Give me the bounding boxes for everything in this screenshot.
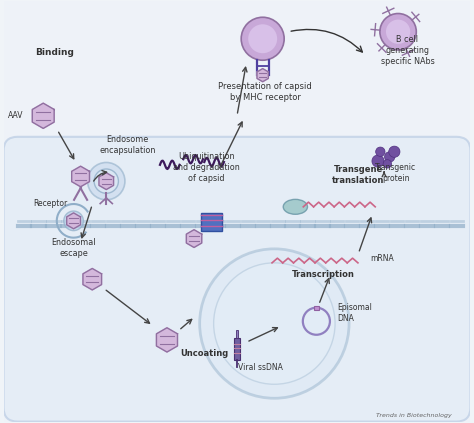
Circle shape (241, 17, 284, 60)
Bar (201, 213, 222, 231)
Polygon shape (83, 269, 101, 290)
Text: Endosomal
escape: Endosomal escape (51, 238, 96, 258)
Circle shape (372, 155, 384, 167)
Circle shape (383, 159, 392, 168)
Circle shape (376, 147, 385, 157)
Text: AAV: AAV (8, 111, 23, 120)
Circle shape (64, 211, 83, 231)
Text: mRNA: mRNA (370, 253, 394, 263)
Polygon shape (257, 69, 268, 82)
Text: Endosome
encapsulation: Endosome encapsulation (99, 135, 155, 155)
Text: Episomal
DNA: Episomal DNA (337, 303, 372, 323)
FancyBboxPatch shape (3, 137, 471, 422)
Polygon shape (72, 166, 90, 187)
Text: Binding: Binding (36, 48, 74, 57)
Text: Uncoating: Uncoating (180, 349, 228, 358)
Text: Trends in Biotechnology: Trends in Biotechnology (376, 413, 452, 418)
Text: Transgene
translation: Transgene translation (332, 165, 384, 185)
Circle shape (88, 162, 125, 200)
Circle shape (248, 24, 277, 53)
Text: Receptor: Receptor (33, 199, 67, 208)
Circle shape (200, 249, 349, 398)
Text: B cell
generating
specific NAbs: B cell generating specific NAbs (381, 35, 434, 66)
Polygon shape (186, 230, 202, 247)
Circle shape (389, 146, 400, 157)
Bar (236, 330, 238, 338)
Text: Viral ssDNA: Viral ssDNA (238, 363, 283, 372)
Bar (314, 306, 319, 310)
Text: Ubiquitination
and degradation
of capsid: Ubiquitination and degradation of capsid (173, 152, 240, 183)
Circle shape (380, 14, 416, 50)
Polygon shape (32, 103, 54, 129)
Polygon shape (156, 328, 177, 352)
Text: Presentation of capsid
by MHC receptor: Presentation of capsid by MHC receptor (218, 82, 312, 102)
Text: Transcription: Transcription (292, 270, 355, 279)
Polygon shape (99, 173, 114, 190)
Circle shape (214, 263, 335, 384)
Text: Transgenic
protein: Transgenic protein (375, 163, 416, 183)
Polygon shape (67, 213, 81, 229)
Bar (234, 338, 240, 360)
Ellipse shape (283, 199, 308, 214)
Circle shape (386, 19, 410, 44)
Circle shape (384, 152, 395, 162)
Circle shape (94, 169, 118, 193)
